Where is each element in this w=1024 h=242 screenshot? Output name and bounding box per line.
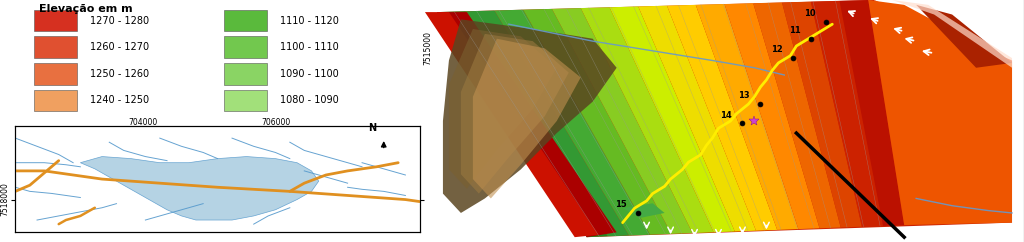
Polygon shape [916,5,1012,68]
Polygon shape [443,19,616,213]
Text: 12: 12 [771,45,782,54]
Text: 1110 - 1120: 1110 - 1120 [280,15,338,26]
Text: N: N [369,123,377,133]
Polygon shape [581,7,714,233]
Polygon shape [868,0,1012,225]
Polygon shape [609,7,735,232]
Polygon shape [466,10,629,236]
Text: 706000: 706000 [261,118,291,127]
FancyBboxPatch shape [35,63,78,85]
Text: 14: 14 [720,111,732,120]
Polygon shape [425,12,599,237]
FancyBboxPatch shape [223,10,266,31]
Polygon shape [473,39,581,198]
FancyBboxPatch shape [35,10,78,31]
FancyBboxPatch shape [35,90,78,111]
Text: Elevação em m: Elevação em m [39,4,132,14]
Text: 1080 - 1090: 1080 - 1090 [280,95,338,106]
Polygon shape [667,5,777,231]
Polygon shape [523,9,672,235]
Text: 13: 13 [738,91,750,100]
Text: 11: 11 [788,26,801,35]
Text: 7515000: 7515000 [423,31,432,65]
Polygon shape [552,8,692,234]
Text: 1240 - 1250: 1240 - 1250 [90,95,150,106]
FancyBboxPatch shape [223,90,266,111]
Polygon shape [874,0,1012,223]
FancyBboxPatch shape [223,36,266,58]
Text: 1270 - 1280: 1270 - 1280 [90,15,150,26]
Polygon shape [437,0,1012,237]
Polygon shape [449,29,557,189]
Text: 1100 - 1110: 1100 - 1110 [280,42,338,52]
FancyBboxPatch shape [35,36,78,58]
Polygon shape [638,6,756,232]
Polygon shape [437,12,616,237]
Text: 15: 15 [615,200,627,209]
Text: 10: 10 [804,9,815,18]
Polygon shape [495,10,650,235]
Text: 1250 - 1260: 1250 - 1260 [90,69,150,79]
Polygon shape [695,4,799,230]
Polygon shape [811,1,883,227]
Polygon shape [461,34,568,194]
Polygon shape [892,0,1012,68]
Polygon shape [623,203,665,218]
Polygon shape [80,157,318,220]
Text: 1260 - 1270: 1260 - 1270 [90,42,150,52]
Polygon shape [437,11,608,237]
Polygon shape [782,2,862,227]
FancyBboxPatch shape [223,63,266,85]
Polygon shape [754,2,841,228]
Text: 704000: 704000 [128,118,158,127]
Polygon shape [725,3,819,229]
Polygon shape [840,0,904,226]
Text: 1090 - 1100: 1090 - 1100 [280,69,338,79]
